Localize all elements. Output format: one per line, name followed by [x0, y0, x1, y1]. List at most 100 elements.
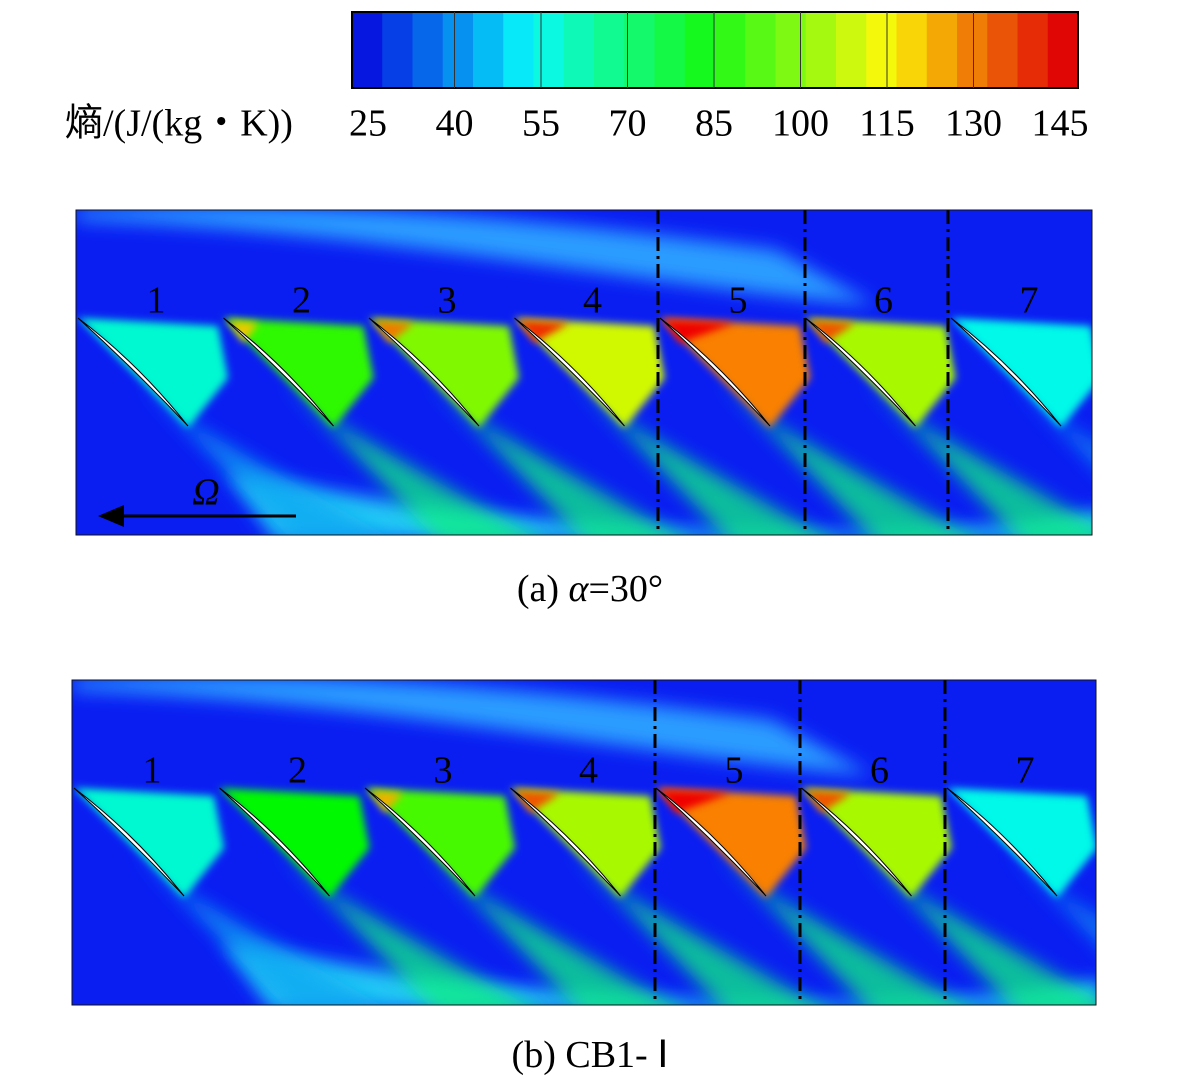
colorbar-segment	[715, 12, 746, 88]
blade	[805, 317, 916, 427]
blade	[801, 787, 912, 897]
hot-spot	[514, 790, 561, 813]
colorbar-tick-label: 130	[945, 103, 1002, 145]
wake	[279, 848, 527, 1005]
colorbar-segment	[836, 12, 867, 88]
passage-blob	[365, 788, 515, 898]
colorbar-tick-label: 100	[772, 103, 829, 145]
colorbar-segment	[442, 12, 474, 88]
panel-frame	[71, 679, 1097, 1006]
blade-label: 5	[729, 280, 748, 322]
blade	[77, 317, 189, 427]
wake	[720, 378, 968, 535]
colorbar-tick-label: 70	[609, 103, 647, 145]
blade-label: 7	[1016, 750, 1035, 792]
blade-label: 1	[143, 750, 162, 792]
passage-blob	[514, 318, 665, 428]
caption: (a) α=30°	[517, 568, 663, 610]
colorbar-tick-label: 25	[349, 103, 387, 145]
contour-field	[76, 210, 1092, 535]
caption: (b) CB1- Ⅰ	[512, 1034, 669, 1076]
blade	[368, 317, 480, 427]
blade-label: 4	[583, 280, 602, 322]
colorbar-segment	[684, 12, 716, 88]
colorbar-segment	[775, 12, 807, 88]
colorbar-tick-label: 145	[1032, 103, 1089, 145]
blade	[514, 317, 625, 427]
colorbar-segment	[563, 12, 595, 88]
colorbar-label: 熵/(J/(kg・K))	[65, 103, 293, 145]
contour-field	[72, 680, 1096, 1005]
blade-label: 2	[288, 750, 307, 792]
contour-panel: 1 2 3 4 5 6 7	[71, 679, 1097, 1006]
colorbar-segment	[473, 12, 504, 88]
wake	[861, 848, 1096, 1005]
wake	[574, 378, 822, 535]
colorbar-segment	[624, 12, 655, 88]
blade	[946, 787, 1058, 897]
colorbar-frame	[351, 11, 1079, 89]
passage-blob	[947, 788, 1096, 898]
passage-blob	[951, 318, 1092, 428]
wake	[865, 378, 1092, 535]
rotation-arrowhead	[98, 505, 124, 527]
blade-label: 3	[434, 750, 453, 792]
colorbar-segment	[352, 12, 383, 88]
wake	[1011, 378, 1092, 464]
colorbar-segment	[533, 12, 565, 88]
caption-part: (a)	[517, 568, 559, 610]
blade-label: 3	[438, 280, 457, 322]
wake	[425, 848, 673, 1005]
colorbar-segment	[805, 12, 837, 88]
colorbar-segment	[1047, 12, 1079, 88]
colorbar-segment	[412, 12, 444, 88]
passage-blob	[74, 788, 224, 898]
wake	[283, 378, 531, 535]
blade-label: 6	[874, 280, 893, 322]
blade-label: 4	[579, 750, 598, 792]
blade	[223, 317, 334, 427]
colorbar-segment	[957, 12, 988, 88]
hot-spot	[809, 320, 856, 343]
caption-part: Ⅰ	[657, 1034, 668, 1076]
blade-label: 1	[147, 280, 166, 322]
colorbar-segment	[503, 12, 534, 88]
upstream-band	[76, 210, 876, 305]
colorbar-segment	[382, 12, 413, 88]
hot-spot	[805, 790, 852, 813]
blade	[655, 787, 767, 897]
contour-panel: 1 2 3 4 5 6 7 Ω	[75, 209, 1093, 536]
colorbar-tick-label: 55	[522, 103, 560, 145]
passage-blob	[369, 318, 519, 428]
hot-spot	[227, 320, 259, 343]
colorbar-segment	[987, 12, 1018, 88]
hot-spot	[518, 320, 570, 343]
colorbar-segment	[896, 12, 928, 88]
colorbar-segment	[926, 12, 958, 88]
colorbar: 25 40 55 70 85 100 115 130 145	[349, 11, 1089, 145]
wake	[716, 848, 964, 1005]
passage-blob	[805, 318, 956, 428]
caption-part: α	[569, 568, 590, 610]
rotation-symbol: Ω	[192, 472, 219, 514]
colorbar-segment	[1017, 12, 1049, 88]
passage-blob	[78, 318, 228, 428]
colorbar-segment	[745, 12, 776, 88]
hot-spot	[373, 320, 414, 343]
passage-blob	[219, 788, 370, 898]
wake	[134, 848, 382, 1005]
caption-part: =30°	[589, 568, 664, 610]
wake	[1007, 848, 1096, 942]
colorbar-segment	[594, 12, 625, 88]
passage-blob	[660, 318, 810, 428]
blade-label: 7	[1020, 280, 1039, 322]
blade-label: 6	[870, 750, 889, 792]
colorbar-tick-label: 40	[436, 103, 474, 145]
passage-blob	[801, 788, 952, 898]
hot-spot	[369, 790, 403, 813]
passage-blob	[510, 788, 661, 898]
caption-part: CB1-	[565, 1034, 647, 1076]
blade	[364, 787, 476, 897]
blade	[73, 787, 185, 897]
